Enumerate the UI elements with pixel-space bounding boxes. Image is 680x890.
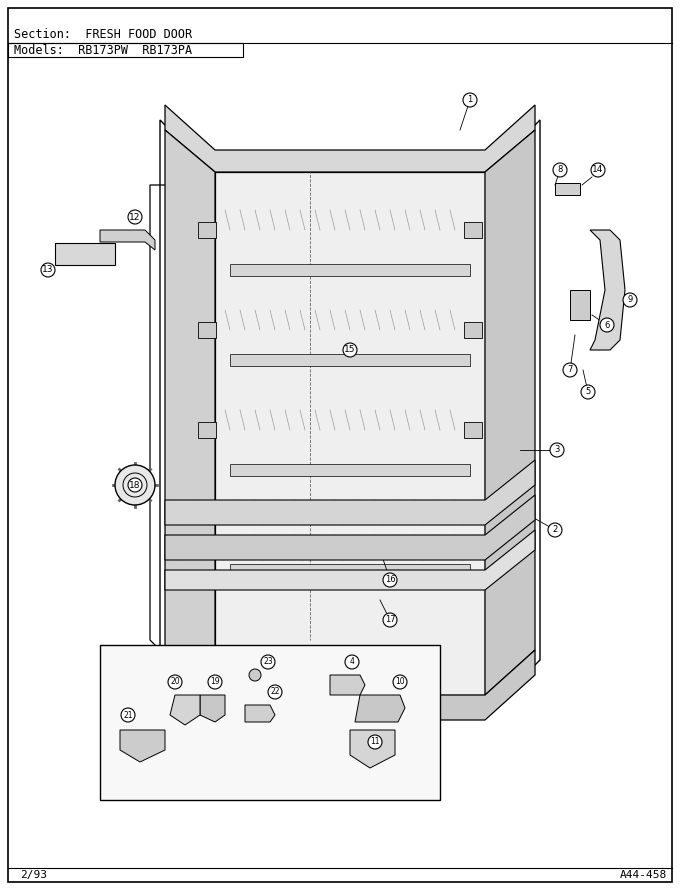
Text: A44-458: A44-458 (620, 870, 667, 880)
Circle shape (600, 318, 614, 332)
Text: 20: 20 (170, 677, 180, 686)
Bar (215, 172, 485, 695)
Bar (464, 322, 482, 338)
Circle shape (548, 523, 562, 537)
Bar (230, 564, 470, 576)
Circle shape (168, 675, 182, 689)
Polygon shape (485, 130, 535, 695)
Polygon shape (170, 695, 200, 725)
Circle shape (41, 263, 55, 277)
Circle shape (383, 613, 397, 627)
Polygon shape (165, 460, 535, 525)
Polygon shape (165, 650, 535, 720)
Polygon shape (165, 130, 215, 695)
Text: 18: 18 (129, 481, 141, 490)
Polygon shape (590, 230, 625, 350)
Bar (195, 185, 475, 640)
Text: 22: 22 (270, 687, 279, 697)
Circle shape (591, 163, 605, 177)
Text: 2: 2 (552, 525, 558, 535)
Bar (8, 43, 243, 57)
Circle shape (393, 675, 407, 689)
Bar (555, 183, 580, 195)
Circle shape (268, 685, 282, 699)
Polygon shape (165, 105, 535, 172)
Text: 4: 4 (350, 658, 354, 667)
Text: Models:  RB173PW  RB173PA: Models: RB173PW RB173PA (14, 44, 192, 56)
Polygon shape (330, 675, 365, 695)
Text: 16: 16 (385, 576, 395, 585)
Text: 11: 11 (370, 738, 379, 747)
Circle shape (249, 669, 261, 681)
Circle shape (343, 343, 357, 357)
Text: 13: 13 (42, 265, 54, 274)
Polygon shape (100, 230, 155, 250)
Bar (198, 422, 216, 438)
Circle shape (463, 93, 477, 107)
Text: 7: 7 (567, 366, 573, 375)
Circle shape (553, 163, 567, 177)
Text: 23: 23 (263, 658, 273, 667)
Polygon shape (165, 495, 535, 560)
Text: 8: 8 (558, 166, 562, 174)
Text: 5: 5 (585, 387, 591, 397)
Circle shape (368, 735, 382, 749)
Polygon shape (200, 210, 470, 230)
Bar (570, 290, 590, 320)
Polygon shape (200, 410, 470, 430)
Text: Section:  FRESH FOOD DOOR: Section: FRESH FOOD DOOR (14, 28, 192, 42)
Polygon shape (245, 705, 275, 722)
Circle shape (115, 465, 155, 505)
Polygon shape (120, 730, 165, 762)
Text: 12: 12 (129, 213, 141, 222)
Circle shape (550, 443, 564, 457)
Circle shape (121, 708, 135, 722)
Circle shape (128, 478, 142, 492)
Bar (230, 264, 470, 276)
Bar (464, 222, 482, 238)
Text: 10: 10 (395, 677, 405, 686)
Bar (100, 645, 440, 800)
Circle shape (623, 293, 637, 307)
Bar (198, 222, 216, 238)
Text: 2/93: 2/93 (20, 870, 47, 880)
Bar (230, 464, 470, 476)
Text: 15: 15 (344, 345, 356, 354)
Polygon shape (355, 695, 405, 722)
Circle shape (345, 655, 359, 669)
Polygon shape (350, 730, 395, 768)
Text: 9: 9 (628, 295, 632, 304)
Circle shape (208, 675, 222, 689)
Bar (464, 422, 482, 438)
Circle shape (383, 573, 397, 587)
Bar (230, 354, 470, 366)
Text: 14: 14 (592, 166, 604, 174)
Circle shape (581, 385, 595, 399)
Circle shape (563, 363, 577, 377)
Polygon shape (165, 530, 535, 590)
Text: 3: 3 (554, 446, 560, 455)
Text: 17: 17 (385, 616, 395, 625)
Text: 6: 6 (605, 320, 610, 329)
Text: 1: 1 (467, 95, 473, 104)
Text: 19: 19 (210, 677, 220, 686)
Bar (198, 322, 216, 338)
Bar (55, 243, 115, 265)
Circle shape (128, 210, 142, 224)
Polygon shape (200, 310, 470, 330)
Polygon shape (200, 695, 225, 722)
Circle shape (261, 655, 275, 669)
Text: 21: 21 (123, 710, 133, 719)
